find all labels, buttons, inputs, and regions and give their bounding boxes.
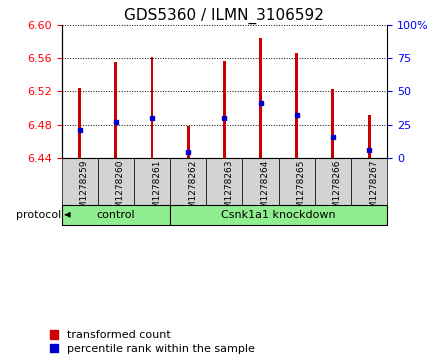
- Bar: [187, 126, 190, 158]
- Bar: [62, 158, 98, 204]
- Text: control: control: [96, 210, 135, 220]
- Bar: [170, 204, 387, 225]
- Bar: [242, 158, 279, 204]
- Bar: [351, 158, 387, 204]
- Text: GSM1278264: GSM1278264: [260, 160, 270, 220]
- Bar: [150, 57, 154, 158]
- Text: GSM1278263: GSM1278263: [224, 160, 233, 220]
- Bar: [114, 62, 117, 158]
- Bar: [295, 53, 298, 158]
- Text: GSM1278261: GSM1278261: [152, 160, 161, 220]
- Bar: [279, 158, 315, 204]
- Bar: [223, 61, 226, 158]
- Text: GSM1278259: GSM1278259: [80, 160, 89, 220]
- Text: GSM1278262: GSM1278262: [188, 160, 197, 220]
- Text: GSM1278267: GSM1278267: [369, 160, 378, 220]
- Bar: [206, 158, 242, 204]
- Title: GDS5360 / ILMN_3106592: GDS5360 / ILMN_3106592: [125, 8, 324, 24]
- Legend: transformed count, percentile rank within the sample: transformed count, percentile rank withi…: [50, 330, 255, 354]
- Bar: [62, 204, 170, 225]
- Bar: [78, 88, 81, 158]
- Bar: [315, 158, 351, 204]
- Bar: [170, 158, 206, 204]
- Text: Csnk1a1 knockdown: Csnk1a1 knockdown: [221, 210, 336, 220]
- Bar: [331, 89, 334, 158]
- Bar: [259, 38, 262, 158]
- Bar: [368, 115, 370, 158]
- Text: GSM1278265: GSM1278265: [297, 160, 306, 220]
- Bar: [98, 158, 134, 204]
- Text: protocol: protocol: [16, 210, 61, 220]
- Text: GSM1278266: GSM1278266: [333, 160, 342, 220]
- Text: GSM1278260: GSM1278260: [116, 160, 125, 220]
- Bar: [134, 158, 170, 204]
